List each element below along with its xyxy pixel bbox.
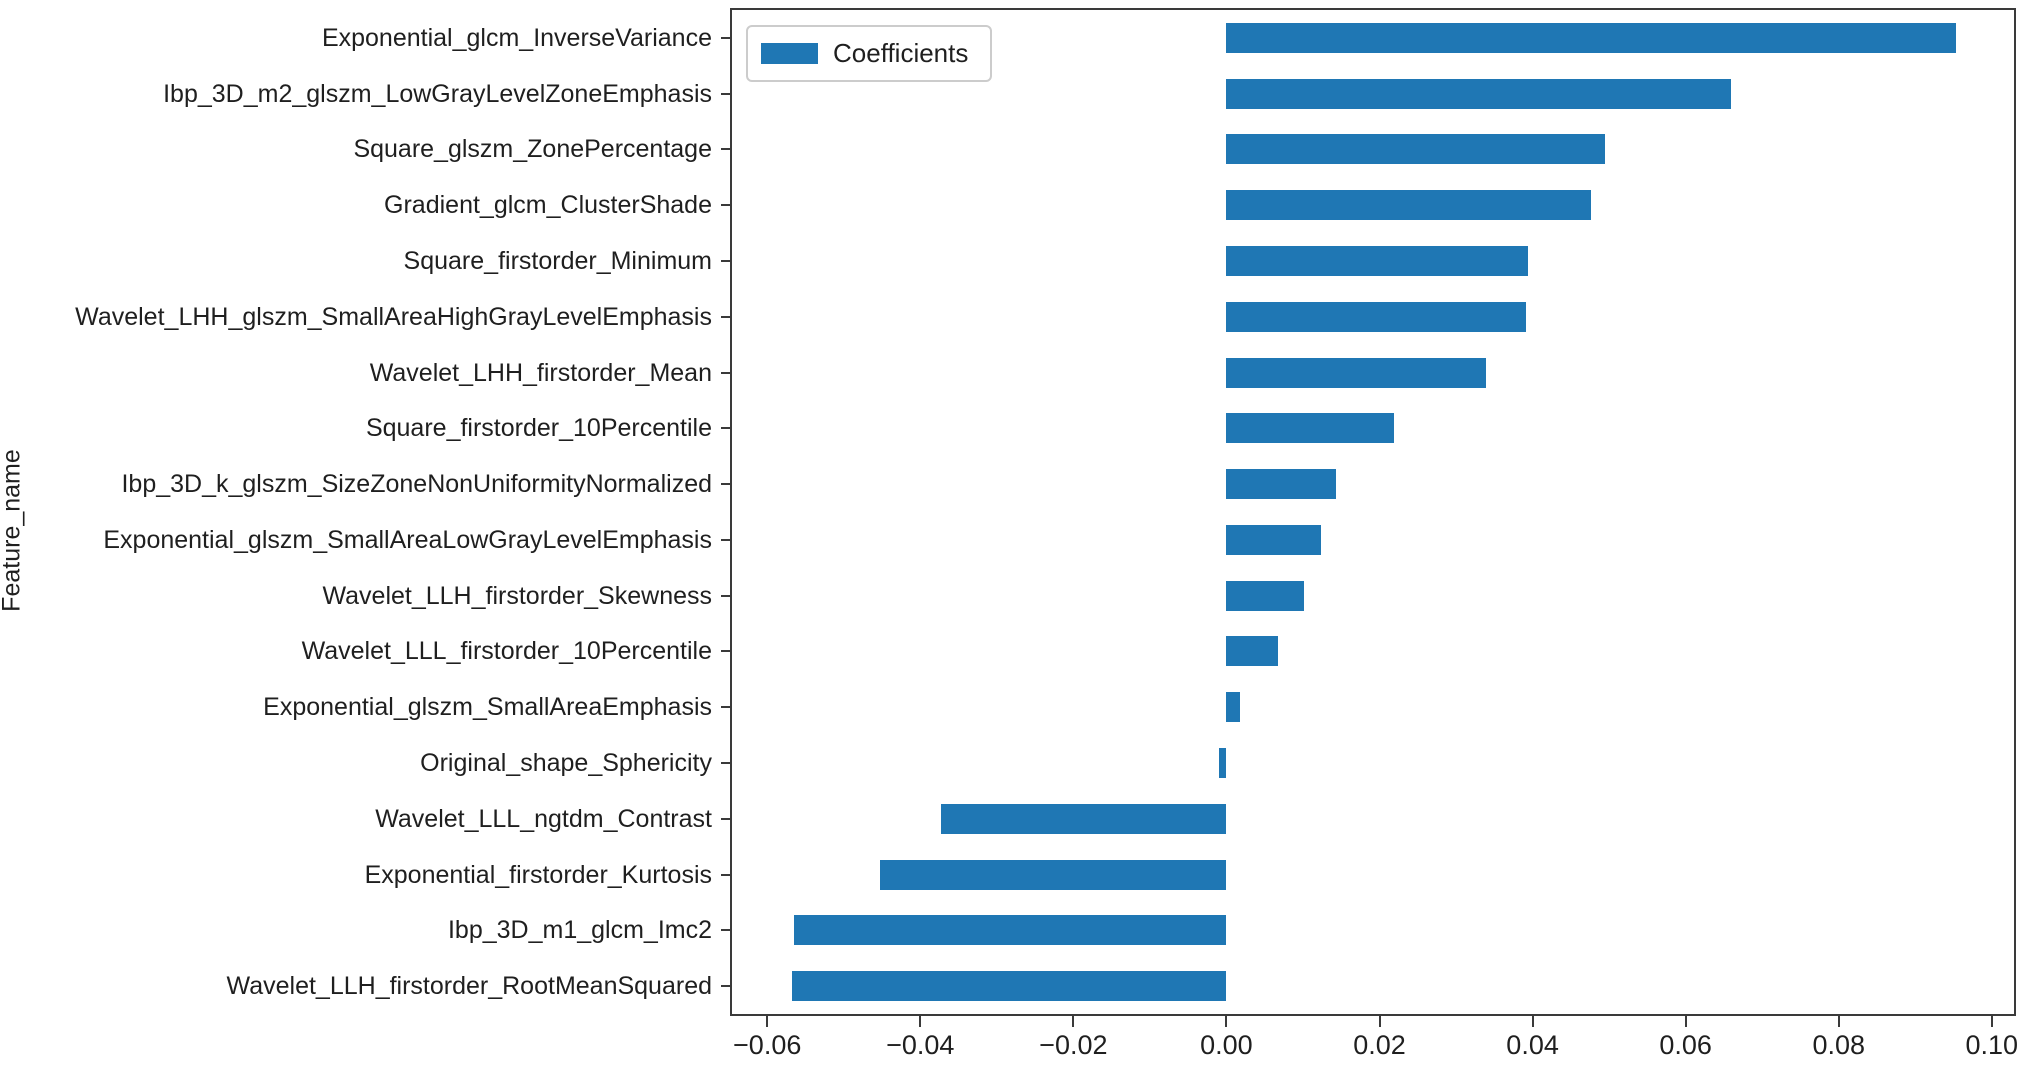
bar-Exponential_glszm_SmallAreaLowGrayLevelEmphasis xyxy=(1226,524,1321,555)
y-tick-label: Ibp_3D_k_glszm_SizeZoneNonUniformityNorm… xyxy=(121,470,712,499)
legend: Coefficients xyxy=(746,25,993,82)
x-tick-mark xyxy=(1837,1016,1840,1027)
y-tick-mark xyxy=(721,427,730,430)
bar-Wavelet_LLH_firstorder_RootMeanSquared xyxy=(791,971,1227,1002)
y-tick-mark xyxy=(721,36,730,39)
bar-Wavelet_LLL_ngtdm_Contrast xyxy=(940,803,1227,834)
y-tick-label: Wavelet_LLL_firstorder_10Percentile xyxy=(301,637,712,666)
y-tick-label: Gradient_glcm_ClusterShade xyxy=(384,191,712,220)
y-tick-mark xyxy=(721,92,730,95)
y-tick-label: Exponential_firstorder_Kurtosis xyxy=(364,860,712,889)
x-tick-mark xyxy=(1072,1016,1075,1027)
y-tick-mark xyxy=(721,260,730,262)
x-tick-label: 0.04 xyxy=(1506,1030,1559,1060)
y-tick-mark xyxy=(721,929,730,932)
y-tick-label: Original_shape_Sphericity xyxy=(420,749,712,777)
y-tick-label: Wavelet_LLL_ngtdm_Contrast xyxy=(375,804,712,833)
x-tick-mark xyxy=(1225,1016,1228,1027)
x-tick-mark xyxy=(1378,1016,1381,1027)
x-tick-label: 0.10 xyxy=(1965,1030,2019,1060)
y-tick-mark xyxy=(721,762,730,764)
bar-Square_firstorder_10Percentile xyxy=(1226,413,1395,444)
legend-swatch-coefficients xyxy=(761,43,818,64)
y-tick-mark xyxy=(721,650,730,653)
x-tick-mark xyxy=(1990,1016,1993,1027)
x-tick-label: 0.08 xyxy=(1812,1030,1865,1060)
y-tick-mark xyxy=(721,985,730,988)
y-tick-label: Ibp_3D_m1_glcm_Imc2 xyxy=(447,916,712,945)
bar-Wavelet_LHH_glszm_SmallAreaHighGrayLevelEmphasis xyxy=(1226,301,1527,332)
y-tick-label: Exponential_glszm_SmallAreaLowGrayLevelE… xyxy=(103,525,712,554)
bar-Ibp_3D_m2_glszm_LowGrayLevelZoneEmphasis xyxy=(1226,78,1731,109)
y-tick-mark xyxy=(721,204,730,207)
y-tick-label: Exponential_glcm_InverseVariance xyxy=(321,23,712,52)
bar-Gradient_glcm_ClusterShade xyxy=(1226,190,1591,221)
y-tick-mark xyxy=(721,315,730,318)
y-tick-label: Square_firstorder_10Percentile xyxy=(365,414,712,443)
y-tick-label: Square_firstorder_Minimum xyxy=(403,247,712,275)
x-tick-label: −0.02 xyxy=(1039,1030,1108,1060)
x-tick-label: 0.00 xyxy=(1200,1030,1253,1060)
y-tick-mark xyxy=(721,148,730,151)
y-tick-label: Ibp_3D_m2_glszm_LowGrayLevelZoneEmphasis xyxy=(163,79,712,108)
y-tick-label: Wavelet_LLH_firstorder_RootMeanSquared xyxy=(226,972,712,1001)
y-tick-mark xyxy=(721,817,730,820)
x-tick-mark xyxy=(919,1016,922,1027)
x-tick-label: 0.02 xyxy=(1353,1030,1406,1060)
bar-Original_shape_Sphericity xyxy=(1218,748,1227,778)
y-tick-label: Exponential_glszm_SmallAreaEmphasis xyxy=(263,693,712,722)
x-tick-label: −0.04 xyxy=(886,1030,955,1060)
plot-area: Coefficients xyxy=(730,8,2016,1016)
bar-Ibp_3D_k_glszm_SizeZoneNonUniformityNormalized xyxy=(1226,469,1336,500)
bar-Square_firstorder_Minimum xyxy=(1226,246,1528,276)
bar-Exponential_firstorder_Kurtosis xyxy=(880,859,1227,890)
y-tick-mark xyxy=(721,371,730,374)
y-tick-mark xyxy=(721,538,730,541)
bar-Wavelet_LLH_firstorder_Skewness xyxy=(1226,580,1304,611)
y-tick-label: Wavelet_LHH_glszm_SmallAreaHighGrayLevel… xyxy=(75,302,712,331)
bar-Wavelet_LHH_firstorder_Mean xyxy=(1226,357,1486,388)
x-tick-label: 0.06 xyxy=(1659,1030,1712,1060)
bar-Ibp_3D_m1_glcm_Imc2 xyxy=(793,915,1227,946)
x-tick-mark xyxy=(766,1016,769,1027)
x-tick-mark xyxy=(1684,1016,1687,1027)
bar-Wavelet_LLL_firstorder_10Percentile xyxy=(1226,636,1279,667)
y-tick-mark xyxy=(721,594,730,597)
y-tick-mark xyxy=(721,873,730,876)
legend-label: Coefficients xyxy=(833,38,969,68)
y-tick-label: Square_glszm_ZonePercentage xyxy=(353,135,712,164)
bar-Exponential_glcm_InverseVariance xyxy=(1226,22,1956,53)
x-tick-label: −0.06 xyxy=(733,1030,802,1060)
bar-Square_glszm_ZonePercentage xyxy=(1226,134,1605,165)
bar-Exponential_glszm_SmallAreaEmphasis xyxy=(1226,692,1241,723)
y-tick-mark xyxy=(721,483,730,486)
x-tick-mark xyxy=(1531,1016,1534,1027)
y-tick-label: Wavelet_LHH_firstorder_Mean xyxy=(369,358,712,387)
y-tick-mark xyxy=(721,706,730,709)
y-tick-label: Wavelet_LLH_firstorder_Skewness xyxy=(322,581,712,610)
